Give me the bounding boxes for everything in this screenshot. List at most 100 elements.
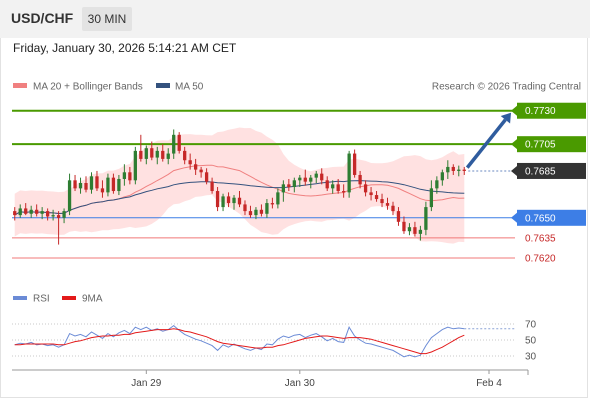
candle-body	[210, 181, 214, 192]
candle	[51, 209, 55, 221]
candle-body	[396, 211, 401, 222]
target-arrow-shaft	[465, 118, 507, 169]
candle-body	[254, 209, 258, 216]
candle-body	[221, 196, 225, 208]
candle	[161, 144, 165, 162]
candle	[183, 146, 187, 165]
candle	[429, 180, 434, 212]
candle	[298, 174, 302, 188]
x-label-Jan-30: Jan 30	[285, 378, 315, 389]
candle-body	[369, 192, 373, 196]
candle	[374, 191, 379, 202]
candle	[18, 204, 22, 218]
candle-body	[457, 169, 461, 171]
candle	[325, 176, 329, 192]
candle-body	[292, 180, 296, 188]
candle-body	[358, 174, 362, 185]
candle-body	[429, 188, 434, 208]
pair-label: USD/CHF	[11, 10, 74, 26]
candle	[457, 165, 461, 177]
candle-body	[391, 205, 395, 212]
candle-body	[418, 229, 423, 234]
candle-body	[325, 180, 329, 189]
candle	[270, 197, 275, 209]
candle-body	[204, 172, 209, 182]
candle	[13, 207, 17, 221]
candle	[259, 204, 264, 217]
candle-body	[24, 208, 28, 214]
candle	[320, 168, 324, 185]
candle	[210, 177, 214, 194]
price-label-pointer-0.7685	[511, 165, 517, 176]
candle-body	[133, 150, 137, 181]
candle	[336, 178, 340, 194]
candle	[204, 168, 209, 185]
candle	[106, 173, 110, 197]
candle-body	[440, 172, 444, 181]
candle-body	[51, 215, 55, 217]
timeframe-button[interactable]: 30 MIN	[82, 7, 132, 31]
candle-body	[139, 150, 143, 159]
rsi-ma-legend-swatch	[62, 296, 76, 300]
watermark: Research © 2026 Trading Central	[432, 82, 581, 93]
candle	[363, 180, 368, 197]
candle	[385, 197, 390, 210]
candle-body	[106, 177, 110, 193]
candle-body	[314, 173, 318, 178]
candle	[243, 200, 247, 216]
candle	[303, 169, 307, 186]
x-label-Jan-29: Jan 29	[131, 378, 161, 389]
candle-body	[111, 177, 116, 192]
candle	[35, 204, 39, 217]
candle	[462, 166, 466, 175]
candle	[309, 174, 313, 189]
price-label-pointer-0.7705	[511, 139, 517, 150]
candle-body	[248, 211, 253, 216]
candle-body	[363, 184, 368, 193]
candle	[111, 173, 116, 194]
candle	[254, 207, 258, 220]
candle-body	[144, 148, 148, 159]
candle	[314, 170, 318, 183]
candles-layer	[13, 112, 511, 245]
candle	[177, 132, 181, 154]
candle-body	[18, 208, 22, 216]
candle	[358, 170, 362, 189]
level-lines-layer	[12, 109, 515, 259]
candle-body	[451, 166, 455, 171]
rsi-tick-50: 50	[525, 336, 537, 347]
candle	[446, 160, 450, 179]
price-labels-layer: 0.7730 0.7705 0.7685 0.7650 0.7635 0.7620	[511, 102, 586, 264]
candle-body	[413, 227, 417, 234]
candle	[62, 208, 66, 224]
candle-body	[183, 150, 187, 161]
candle	[89, 172, 94, 194]
candle	[435, 176, 439, 194]
candle	[194, 158, 198, 175]
candle-body	[243, 204, 247, 212]
moving-average-layer	[14, 164, 465, 216]
rsi-panel: 70 50 30	[12, 320, 537, 363]
candle	[265, 199, 269, 218]
candle	[150, 141, 154, 161]
candle	[380, 193, 384, 208]
price-label-0.7685: 0.7685	[525, 166, 556, 177]
candle	[24, 203, 28, 216]
candle-body	[226, 196, 231, 204]
candle	[402, 216, 406, 234]
candle	[413, 221, 417, 237]
ma50-legend-swatch	[156, 83, 170, 88]
price-label-0.7620: 0.7620	[525, 253, 556, 264]
candle	[287, 178, 291, 192]
candle-body	[188, 160, 192, 165]
rsi-legend-label: RSI	[33, 294, 50, 305]
candle-body	[265, 203, 269, 214]
candle-body	[100, 188, 105, 193]
candle	[369, 187, 373, 201]
candle	[40, 207, 44, 220]
candle	[67, 173, 72, 216]
price-label-pointer-0.7650	[511, 212, 517, 223]
candle	[139, 134, 143, 162]
candle-body	[199, 169, 203, 173]
candle-body	[446, 166, 450, 173]
